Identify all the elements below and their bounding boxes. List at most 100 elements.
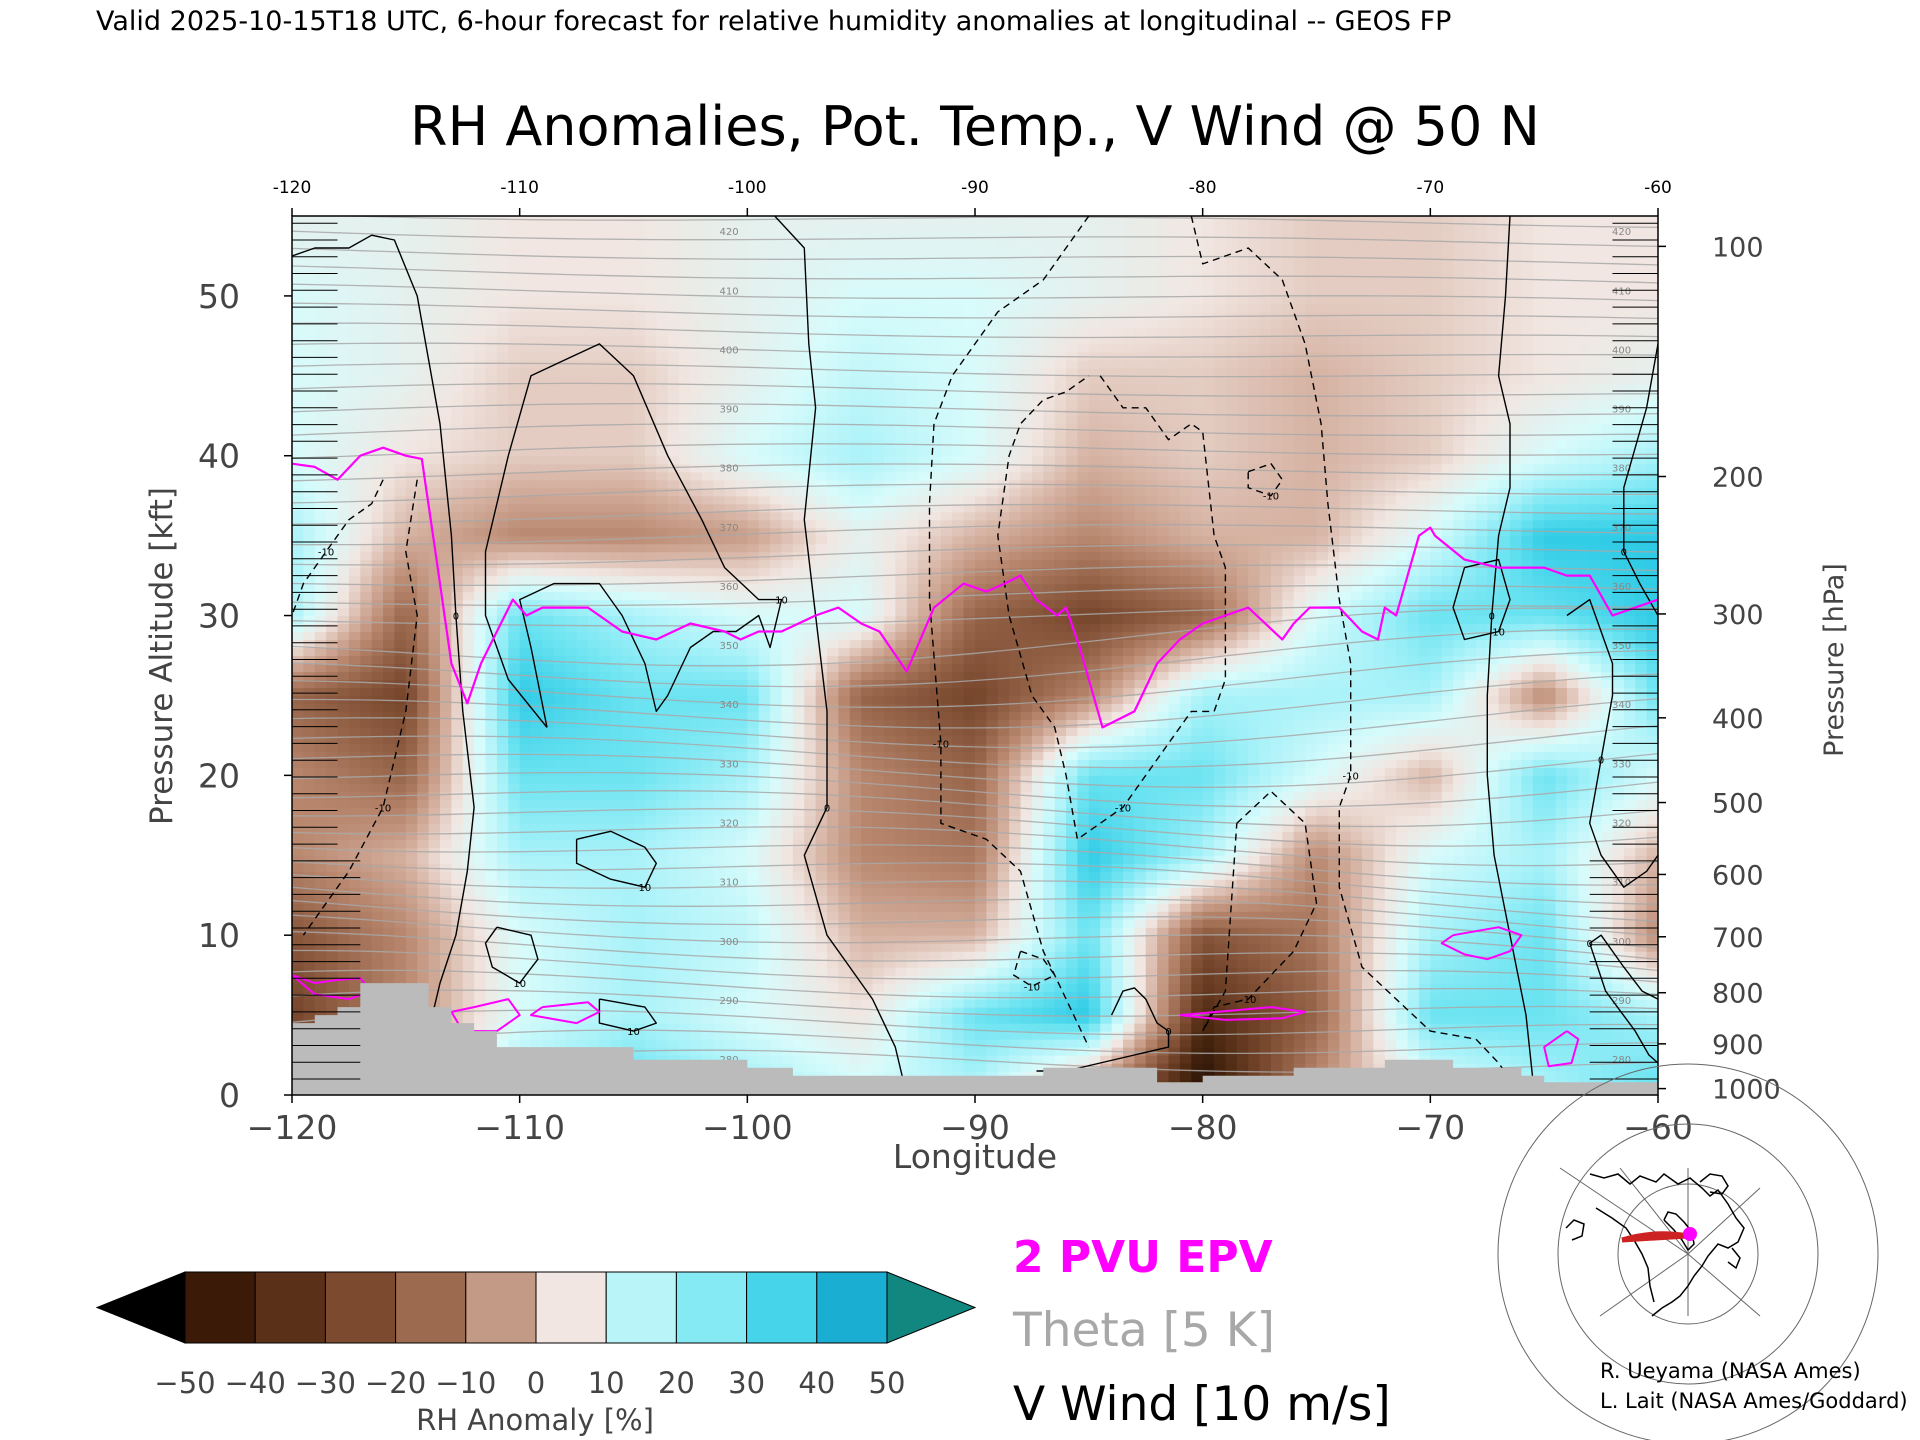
rh-cell — [1487, 999, 1500, 1008]
rh-cell — [439, 767, 452, 776]
rh-cell — [417, 799, 430, 808]
rh-cell — [758, 871, 771, 880]
rh-cell — [1202, 1055, 1215, 1064]
rh-cell — [1214, 1031, 1227, 1040]
rh-cell — [1191, 1007, 1204, 1016]
rh-cell — [815, 759, 828, 768]
rh-cell — [1157, 919, 1170, 928]
rh-cell — [1066, 847, 1079, 856]
rh-cell — [1077, 927, 1090, 936]
rh-cell — [872, 919, 885, 928]
rh-cell — [1418, 1023, 1431, 1032]
rh-cell — [1134, 799, 1147, 808]
rh-cell — [929, 887, 942, 896]
rh-cell — [1259, 847, 1272, 856]
rh-cell — [747, 1007, 760, 1016]
rh-cell — [1168, 1055, 1181, 1064]
rh-cell — [667, 799, 680, 808]
rh-cell — [1191, 791, 1204, 800]
rh-cell — [576, 959, 589, 968]
rh-cell — [1544, 1047, 1557, 1056]
rh-cell — [1441, 823, 1454, 832]
rh-cell — [952, 855, 965, 864]
rh-cell — [1612, 863, 1625, 872]
rh-cell — [599, 1031, 612, 1040]
rh-cell — [963, 775, 976, 784]
rh-cell — [1054, 991, 1067, 1000]
rh-cell — [872, 1023, 885, 1032]
rh-cell — [1464, 799, 1477, 808]
rh-cell — [1635, 967, 1648, 976]
rh-cell — [1191, 943, 1204, 952]
rh-cell — [1248, 1047, 1261, 1056]
rh-cell — [519, 991, 532, 1000]
rh-cell — [1407, 983, 1420, 992]
rh-cell — [1282, 807, 1295, 816]
rh-cell — [986, 943, 999, 952]
rh-cell — [1430, 1007, 1443, 1016]
rh-cell — [1544, 911, 1557, 920]
rh-cell — [906, 943, 919, 952]
rh-cell — [360, 807, 373, 816]
rh-cell — [1009, 823, 1022, 832]
rh-cell — [348, 799, 361, 808]
rh-cell — [1157, 775, 1170, 784]
rh-cell — [770, 791, 783, 800]
rh-cell — [292, 1007, 304, 1016]
rh-cell — [1157, 959, 1170, 968]
rh-cell — [474, 911, 487, 920]
rh-cell — [804, 831, 817, 840]
rh-cell — [781, 911, 794, 920]
rh-cell — [371, 943, 384, 952]
rh-cell — [1566, 1015, 1579, 1024]
rh-cell — [360, 903, 373, 912]
rh-cell — [1532, 943, 1545, 952]
rh-cell — [1521, 767, 1534, 776]
rh-cell — [1396, 951, 1409, 960]
rh-cell — [963, 855, 976, 864]
rh-cell — [1179, 911, 1192, 920]
rh-cell — [1259, 895, 1272, 904]
rh-cell — [1566, 919, 1579, 928]
rh-cell — [1350, 1039, 1363, 1048]
rh-cell — [360, 775, 373, 784]
rh-cell — [1054, 871, 1067, 880]
rh-cell — [428, 799, 441, 808]
rh-cell — [747, 1039, 760, 1048]
rh-cell — [667, 815, 680, 824]
rh-cell — [975, 775, 987, 784]
rh-cell — [599, 775, 612, 784]
rh-cell — [1122, 775, 1135, 784]
rh-cell — [1623, 927, 1636, 936]
rh-cell — [667, 863, 680, 872]
rh-cell — [576, 1007, 589, 1016]
rh-cell — [1510, 863, 1522, 872]
rh-cell — [599, 855, 612, 864]
rh-cell — [1510, 895, 1522, 904]
rh-cell — [462, 807, 475, 816]
rh-cell — [337, 863, 350, 872]
rh-cell — [417, 823, 430, 832]
rh-cell — [1441, 991, 1454, 1000]
rh-cell — [918, 815, 931, 824]
rh-cell — [1441, 1007, 1454, 1016]
rh-cell — [1589, 879, 1602, 888]
rh-cell — [1248, 783, 1261, 792]
rh-cell — [770, 967, 783, 976]
rh-cell — [405, 871, 418, 880]
rh-cell — [542, 799, 555, 808]
rh-cell — [1373, 879, 1386, 888]
rh-cell — [1453, 1015, 1466, 1024]
rh-cell — [326, 999, 339, 1008]
rh-cell — [1020, 1047, 1033, 1056]
rh-cell — [1145, 903, 1158, 912]
rh-cell — [1145, 783, 1158, 792]
rh-cell — [326, 791, 339, 800]
rh-cell — [918, 935, 931, 944]
rh-cell — [929, 927, 942, 936]
rh-cell — [542, 759, 555, 768]
rh-cell — [508, 999, 521, 1008]
rh-cell — [929, 1071, 942, 1080]
rh-cell — [1122, 903, 1135, 912]
rh-cell — [1225, 799, 1238, 808]
